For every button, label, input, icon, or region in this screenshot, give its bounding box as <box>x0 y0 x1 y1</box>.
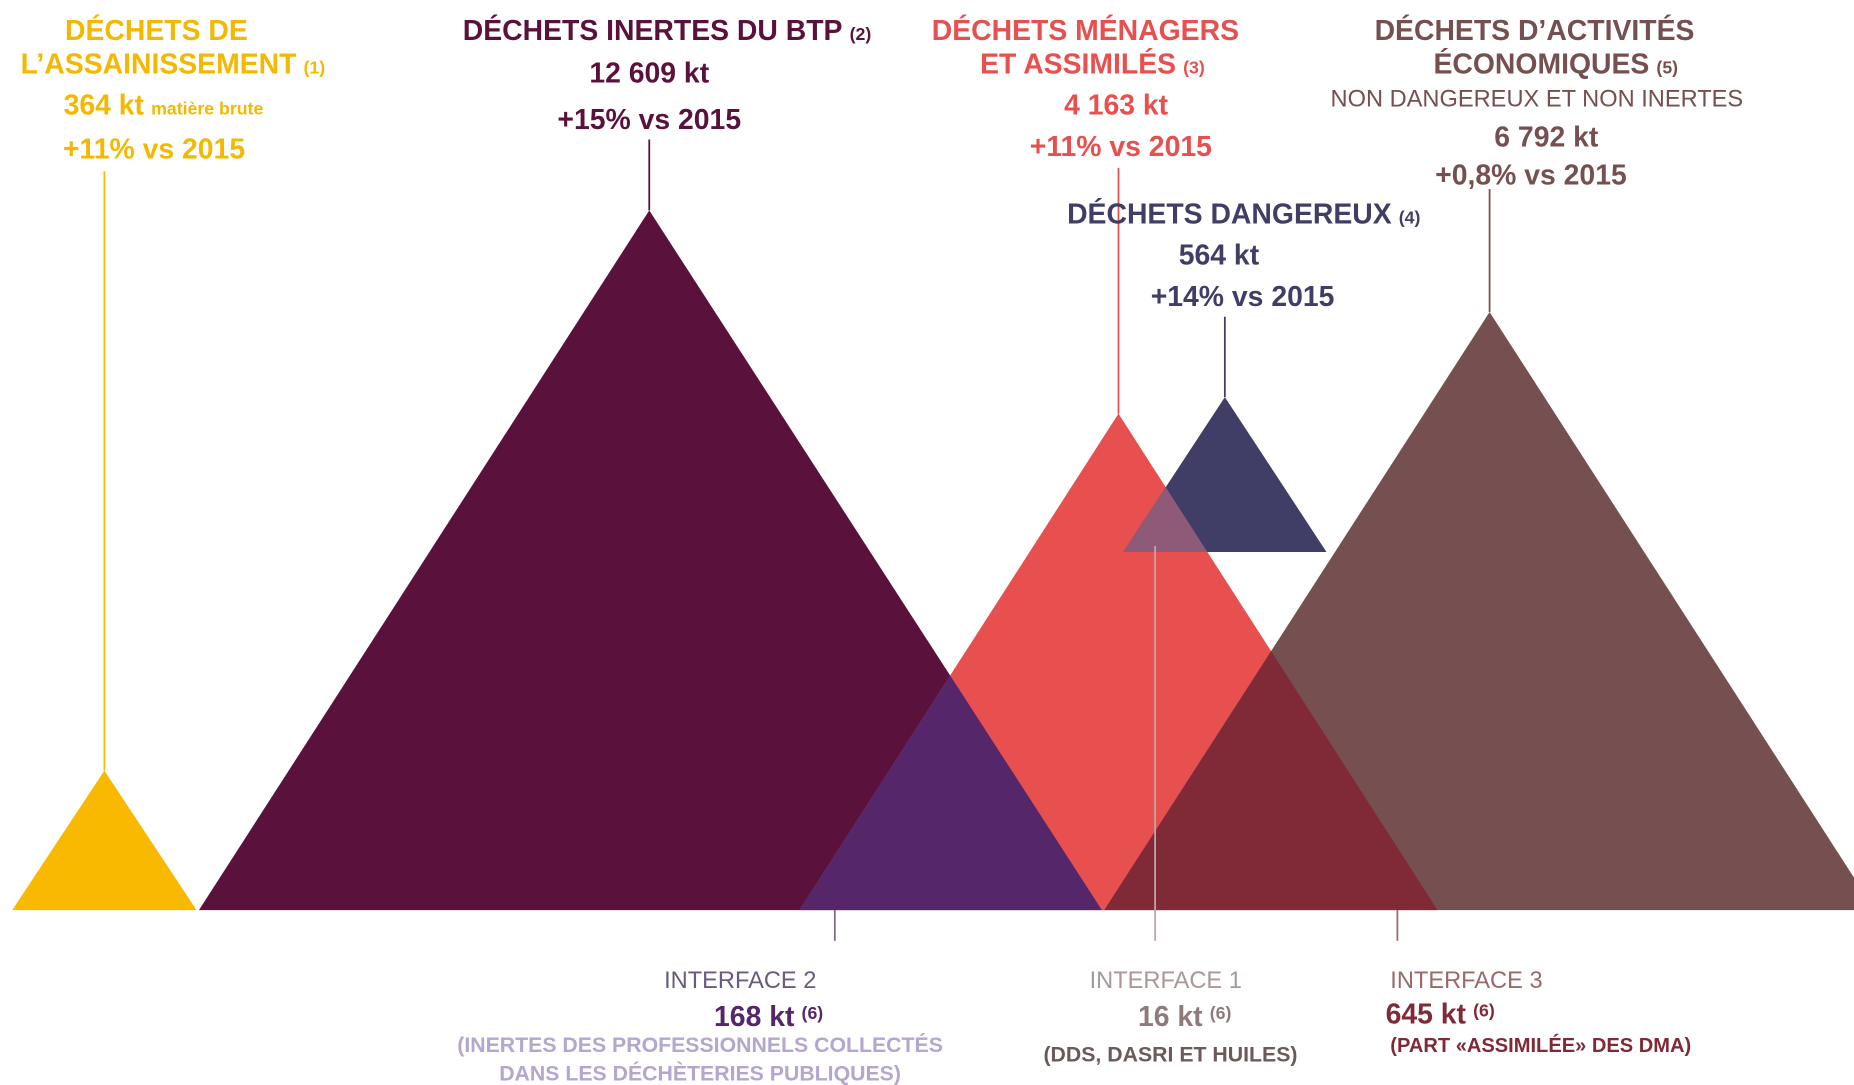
note: (4) <box>1399 207 1421 227</box>
change: +0,8% vs 2015 <box>1435 159 1627 191</box>
label-btp: DÉCHETS INERTES DU BTP (2) 12 609 kt +15%… <box>463 15 872 136</box>
note: (6) <box>802 1003 824 1023</box>
amount-value: 645 kt <box>1386 999 1467 1031</box>
note: (3) <box>1183 57 1205 77</box>
group-title: DÉCHETS DE <box>65 15 248 47</box>
note: (6) <box>1473 1000 1495 1020</box>
interface-title: INTERFACE 3 <box>1390 968 1542 994</box>
change: +15% vs 2015 <box>557 104 741 136</box>
detail: (INERTES DES PROFESSIONNELS COLLECTÉS <box>457 1032 943 1057</box>
title-line: ET ASSIMILÉS <box>980 48 1176 80</box>
change: +11% vs 2015 <box>63 133 245 165</box>
title-line: DÉCHETS DANGEREUX <box>1067 198 1392 230</box>
amount: 4 163 kt <box>1064 90 1169 122</box>
detail: (DDS, DASRI ET HUILES) <box>1043 1042 1297 1066</box>
title-line: DÉCHETS INERTES DU BTP <box>463 15 843 47</box>
group-title: DÉCHETS INERTES DU BTP (2) <box>463 15 872 47</box>
amount-value: 16 kt <box>1138 1001 1203 1033</box>
group-title: L’ASSAINISSEMENT (1) <box>21 48 326 80</box>
amount: 364 kt matière brute <box>64 90 264 122</box>
amount-value: 364 kt <box>64 90 145 122</box>
label-menagers: DÉCHETS MÉNAGERS ET ASSIMILÉS (3) 4 163 k… <box>932 15 1239 163</box>
amount: 564 kt <box>1179 240 1260 272</box>
detail: DANS LES DÉCHÈTERIES PUBLIQUES) <box>499 1060 901 1085</box>
amount: 16 kt (6) <box>1138 1001 1231 1033</box>
triangle <box>198 210 1102 911</box>
subtitle: NON DANGEREUX ET NON INERTES <box>1331 86 1744 112</box>
group-title: ET ASSIMILÉS (3) <box>980 48 1205 80</box>
title-line: ÉCONOMIQUES <box>1433 48 1649 80</box>
group-title: DÉCHETS DANGEREUX (4) <box>1067 198 1420 230</box>
interface-2: INTERFACE 2 168 kt (6) (INERTES DES PROFE… <box>457 968 943 1085</box>
group-title: ÉCONOMIQUES (5) <box>1433 48 1678 80</box>
amount-value: 168 kt <box>714 1001 795 1033</box>
interface-title: INTERFACE 2 <box>664 968 816 994</box>
change: +14% vs 2015 <box>1151 281 1335 313</box>
amount: 12 609 kt <box>589 58 709 90</box>
title-line: L’ASSAINISSEMENT <box>21 48 297 80</box>
leader-lines <box>103 139 1491 941</box>
label-assainissement: DÉCHETS DE L’ASSAINISSEMENT (1) 364 kt mat… <box>21 15 326 165</box>
amount-note: matière brute <box>151 99 263 119</box>
note: (1) <box>304 57 326 77</box>
note: (6) <box>1210 1003 1232 1023</box>
interface-title: INTERFACE 1 <box>1090 968 1242 994</box>
interface-1: INTERFACE 1 16 kt (6) (DDS, DASRI ET HUIL… <box>1043 968 1297 1066</box>
amount: 6 792 kt <box>1494 122 1599 154</box>
amount: 168 kt (6) <box>714 1001 823 1033</box>
group-title: DÉCHETS MÉNAGERS <box>932 15 1239 47</box>
change: +11% vs 2015 <box>1030 131 1212 163</box>
triangle <box>12 770 197 911</box>
label-dangereux: DÉCHETS DANGEREUX (4) 564 kt +14% vs 2015 <box>1067 198 1420 313</box>
detail: (PART «ASSIMILÉE» DES DMA) <box>1390 1034 1691 1057</box>
note: (2) <box>850 24 872 44</box>
group-title: DÉCHETS D’ACTIVITÉS <box>1375 15 1695 47</box>
label-activites: DÉCHETS D’ACTIVITÉS ÉCONOMIQUES (5) NON D… <box>1331 15 1744 191</box>
amount: 645 kt (6) <box>1386 999 1495 1031</box>
triangles <box>12 210 1854 911</box>
note: (5) <box>1656 57 1678 77</box>
interface-3: INTERFACE 3 645 kt (6) (PART «ASSIMILÉE» … <box>1386 968 1692 1057</box>
